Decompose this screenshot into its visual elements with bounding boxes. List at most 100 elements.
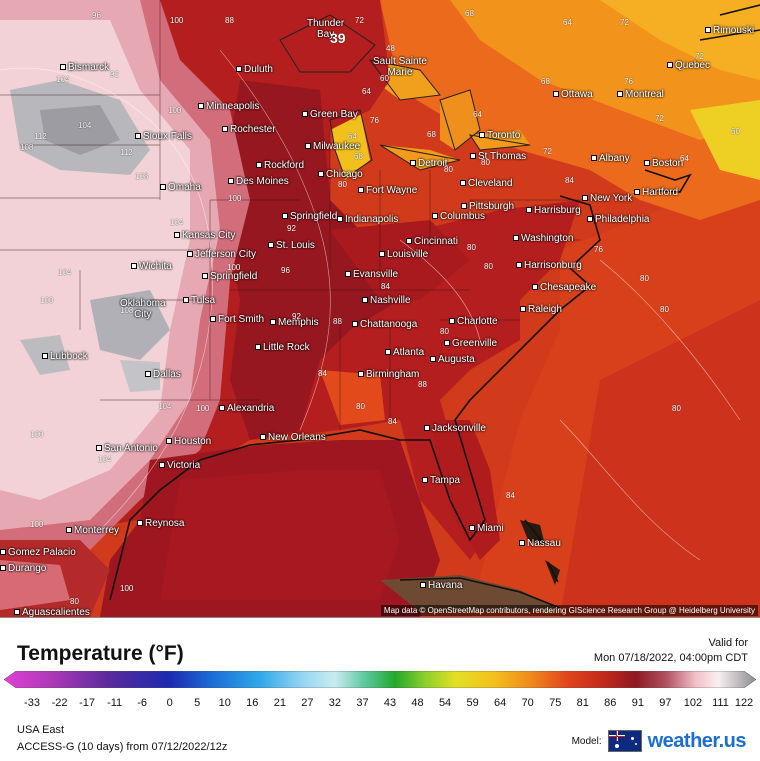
city-marker-icon [14, 609, 20, 616]
scale-tick-label: 102 [683, 697, 703, 709]
valid-time: Valid for Mon 07/18/2022, 04:00pm CDT [594, 636, 748, 666]
scale-tick-label: 91 [631, 697, 644, 709]
city-label: Harrisonburg [516, 260, 582, 271]
city-label: Rochester [222, 124, 276, 135]
city-marker-icon [406, 238, 412, 245]
scale-tick-label: -33 [24, 697, 40, 709]
city-marker-icon [282, 213, 288, 220]
city-marker-icon [270, 319, 276, 326]
scale-tick-label: 86 [604, 697, 617, 709]
isotherm-label: 60 [380, 74, 389, 83]
color-scale-ticks: -33 -22 -17 -11 -6 0 5 10 16 21 27 32 37 43 48 54 59 64 70… [4, 697, 756, 711]
isotherm-label: 80 [484, 262, 493, 271]
isotherm-label: 92 [287, 224, 296, 233]
isotherm-label: 80 [467, 243, 476, 252]
isotherm-label: 84 [506, 491, 515, 500]
isotherm-label: 84 [388, 417, 397, 426]
scale-tick-label: -6 [137, 697, 148, 709]
city-label: Houston [166, 436, 211, 447]
city-marker-icon [187, 251, 193, 258]
city-marker-icon [667, 62, 673, 69]
city-label: Washington [513, 233, 573, 244]
city-label: Thunder Bay [307, 18, 345, 40]
scale-tick-label: 75 [549, 697, 562, 709]
isotherm-label: 104 [56, 75, 70, 84]
city-marker-icon [137, 520, 143, 527]
city-label: Duluth [236, 64, 273, 75]
isotherm-label: 80 [338, 180, 347, 189]
city-label: Springfield [202, 271, 257, 282]
isotherm-label: 92 [110, 70, 119, 79]
city-marker-icon [422, 477, 428, 484]
city-label: St Thomas [470, 151, 526, 162]
isotherm-label: 60 [731, 127, 740, 136]
city-marker-icon [183, 297, 189, 304]
scale-tick-label: 64 [494, 697, 507, 709]
isotherm-label: 68 [427, 130, 436, 139]
city-label: Sault Sainte Marie [373, 56, 427, 78]
city-label: Pittsburgh [461, 201, 514, 212]
scale-tick-label: -22 [51, 697, 68, 709]
city-marker-icon [198, 103, 204, 110]
city-label: Toronto [479, 130, 520, 141]
city-label: Montreal [617, 89, 664, 100]
city-marker-icon [470, 153, 476, 160]
isotherm-label: 39 [330, 30, 346, 46]
isotherm-label: 76 [624, 77, 633, 86]
isotherm-label: 84 [318, 369, 327, 378]
scale-tick-label: 97 [659, 697, 672, 709]
city-marker-icon [410, 160, 416, 167]
city-marker-icon [210, 316, 216, 323]
isotherm-label: 76 [370, 116, 379, 125]
isotherm-label: 100 [30, 520, 44, 529]
isotherm-label: 72 [543, 147, 552, 156]
city-label: Havana [420, 580, 462, 591]
city-marker-icon [358, 187, 364, 194]
city-label: Jacksonville [424, 423, 486, 434]
city-label: Ottawa [553, 89, 593, 100]
city-marker-icon [644, 160, 650, 167]
city-marker-icon [0, 565, 6, 572]
scale-tick-label: 16 [246, 697, 259, 709]
city-marker-icon [260, 434, 266, 441]
isotherm-label: 100 [30, 430, 44, 439]
isotherm-label: 84 [565, 176, 574, 185]
isotherm-label: 108 [120, 306, 134, 315]
isotherm-label: 104 [78, 121, 92, 130]
map-shading [0, 0, 760, 617]
city-label: Columbus [432, 211, 485, 222]
city-marker-icon [553, 91, 559, 98]
temperature-map[interactable]: Thunder Bay Bismarck Duluth Sault Sainte Mari… [0, 0, 760, 617]
brand-block[interactable]: Model: weather.us [572, 729, 747, 752]
city-marker-icon [42, 353, 48, 360]
city-label: Nassau [519, 538, 561, 549]
city-label: Evansville [345, 269, 398, 280]
city-label: Greenville [444, 338, 497, 349]
city-label: Alexandria [219, 403, 274, 414]
brand-logo[interactable]: weather.us [647, 729, 747, 752]
city-marker-icon [532, 284, 538, 291]
isotherm-label: 64 [563, 18, 572, 27]
city-label: Lubbock [42, 351, 88, 362]
city-label: Minneapolis [198, 101, 259, 112]
scale-tick-label: 111 [712, 697, 729, 709]
isotherm-label: 96 [281, 266, 290, 275]
city-label: Augusta [430, 354, 475, 365]
city-marker-icon [222, 126, 228, 133]
isotherm-label: 80 [444, 165, 453, 174]
city-marker-icon [0, 549, 6, 556]
isotherm-label: 72 [355, 16, 364, 25]
city-label: Fort Wayne [358, 185, 417, 196]
city-marker-icon [255, 344, 261, 351]
city-marker-icon [519, 540, 525, 547]
city-label: Springfield [282, 211, 337, 222]
city-marker-icon [352, 321, 358, 328]
city-marker-icon [236, 66, 242, 73]
city-marker-icon [516, 262, 522, 269]
city-marker-icon [385, 349, 391, 356]
city-label: Green Bay [302, 109, 358, 120]
isotherm-label: 100 [168, 106, 182, 115]
city-label: Chesapeake [532, 282, 596, 293]
isotherm-label: 72 [655, 114, 664, 123]
isotherm-label: 92 [292, 312, 301, 321]
